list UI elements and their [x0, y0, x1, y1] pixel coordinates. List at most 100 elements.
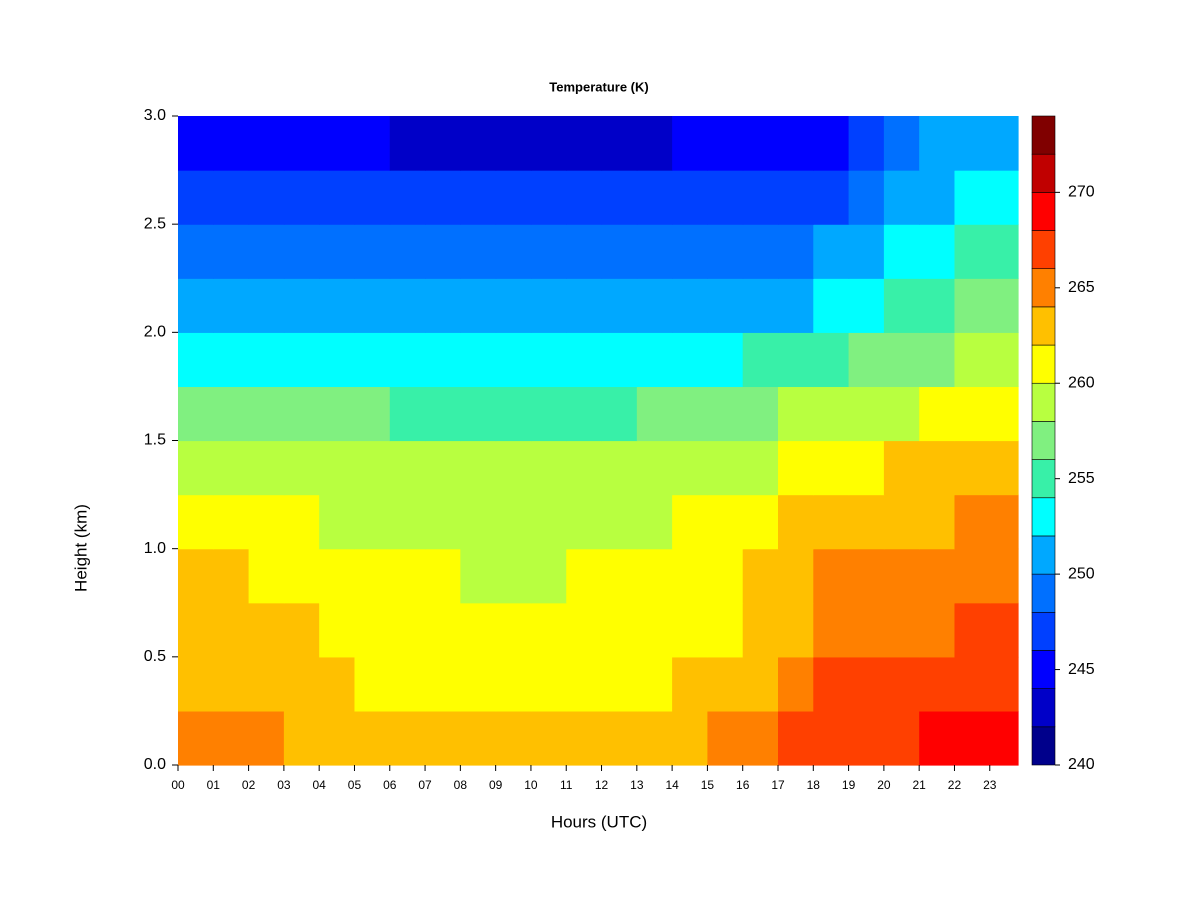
contour-cell — [636, 116, 673, 171]
contour-cell — [460, 116, 497, 171]
contour-cell — [848, 602, 885, 658]
contour-cell — [636, 386, 673, 442]
contour-cell — [601, 170, 638, 225]
contour-cell — [530, 386, 567, 442]
contour-cell — [742, 386, 779, 442]
contour-cell — [989, 656, 1019, 712]
contour-cell — [813, 116, 850, 171]
contour-cell — [636, 494, 673, 550]
contour-cell — [248, 332, 285, 388]
contour-cell — [707, 332, 744, 388]
contour-cell — [883, 440, 920, 496]
contour-cell — [354, 116, 391, 171]
contour-cell — [707, 602, 744, 658]
contour-cell — [883, 116, 920, 171]
contour-cell — [848, 116, 885, 171]
contour-cell — [742, 548, 779, 604]
contour-cell — [425, 656, 461, 712]
contour-cell — [954, 332, 991, 388]
contour-cell — [283, 710, 320, 766]
contour-cell — [636, 332, 673, 388]
contour-cell — [566, 656, 603, 712]
contour-cell — [213, 494, 250, 550]
contour-cell — [919, 224, 956, 279]
contour-cell — [213, 710, 250, 766]
contour-cell — [601, 116, 638, 171]
contour-cell — [813, 224, 850, 279]
contour-cell — [989, 440, 1019, 496]
contour-cell — [389, 332, 426, 388]
contour-cell — [530, 224, 567, 279]
contour-cell — [530, 440, 567, 496]
contour-cell — [707, 278, 744, 333]
contour-cell — [460, 224, 497, 279]
contour-cell — [178, 440, 214, 496]
contour-cell — [672, 602, 709, 658]
contour-cell — [742, 602, 779, 658]
x-tick-label: 11 — [560, 778, 573, 792]
contour-cell — [389, 494, 426, 550]
contour-cell — [919, 278, 956, 333]
x-tick-label: 04 — [312, 778, 326, 792]
contour-cell — [883, 602, 920, 658]
contour-cell — [319, 116, 356, 171]
contour-cell — [354, 332, 391, 388]
contour-cell — [601, 710, 638, 766]
contour-cell — [778, 332, 814, 388]
contour-cell — [248, 602, 285, 658]
contour-cell — [495, 386, 532, 442]
contour-cell — [742, 440, 779, 496]
contour-cell — [530, 548, 567, 604]
y-axis-label: Height (km) — [71, 504, 90, 592]
contour-cell — [919, 494, 956, 550]
contour-cell — [566, 278, 603, 333]
colorbar-band — [1031, 650, 1056, 689]
contour-cell — [989, 224, 1019, 279]
contour-cell — [601, 278, 638, 333]
colorbar-band — [1031, 573, 1056, 613]
contour-cell — [636, 710, 673, 766]
x-tick-label: 13 — [630, 778, 644, 792]
contour-cell — [707, 170, 744, 225]
contour-cell — [848, 656, 885, 712]
contour-cell — [319, 656, 356, 712]
contour-cell — [495, 602, 532, 658]
contour-cell — [178, 278, 214, 333]
contour-cell — [354, 278, 391, 333]
contour-cell — [919, 170, 956, 225]
contour-cell — [213, 602, 250, 658]
y-tick-label: 2.0 — [144, 324, 166, 341]
contour-cell — [848, 278, 885, 333]
contour-cell — [707, 116, 744, 171]
contour-cell — [319, 494, 356, 550]
contour-cell — [495, 710, 532, 766]
contour-cell — [460, 170, 497, 225]
contour-cell — [848, 224, 885, 279]
contour-cell — [425, 386, 461, 442]
x-tick-label: 14 — [665, 778, 679, 792]
contour-cell — [778, 440, 814, 496]
contour-cell — [883, 494, 920, 550]
contour-cell — [813, 602, 850, 658]
contour-cell — [954, 602, 991, 658]
contour-cell — [566, 710, 603, 766]
contour-cell — [530, 494, 567, 550]
contour-cell — [919, 332, 956, 388]
contour-cell — [672, 494, 709, 550]
contour-cell — [354, 440, 391, 496]
contour-cell — [495, 116, 532, 171]
contour-cell — [283, 116, 320, 171]
contour-cell — [389, 656, 426, 712]
contour-cell — [672, 332, 709, 388]
contour-cell — [425, 710, 461, 766]
contour-cell — [813, 494, 850, 550]
contour-cell — [954, 116, 991, 171]
contour-cell — [248, 548, 285, 604]
contour-cell — [354, 170, 391, 225]
contour-cell — [778, 494, 814, 550]
contour-cell — [530, 656, 567, 712]
contour-cell — [742, 170, 779, 225]
contour-cell — [778, 116, 814, 171]
contour-cell — [425, 332, 461, 388]
contour-cell — [989, 602, 1019, 658]
